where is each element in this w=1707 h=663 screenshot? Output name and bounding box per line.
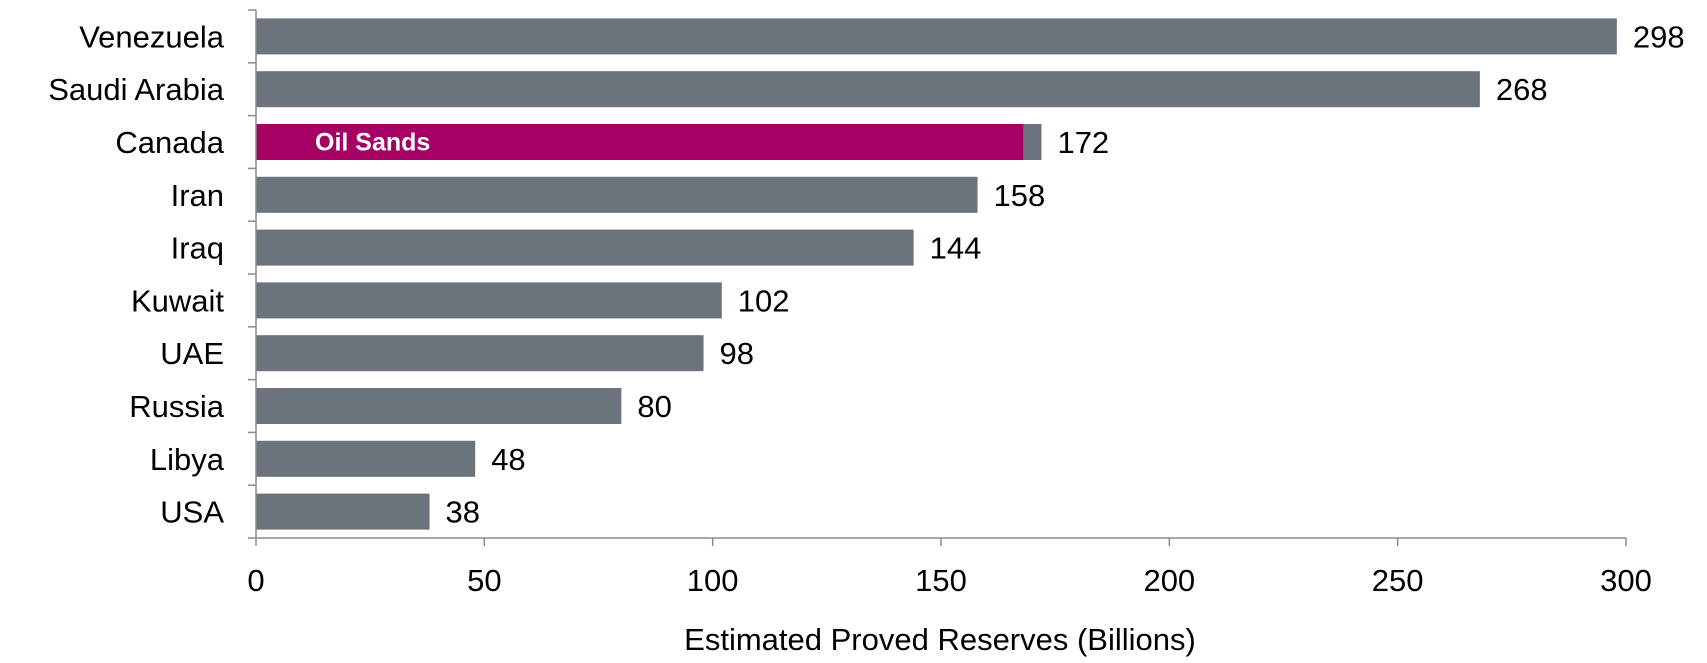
x-tick-label-250: 250: [1372, 563, 1424, 598]
x-axis-title: Estimated Proved Reserves (Billions): [684, 622, 1196, 657]
value-label-iraq: 144: [930, 231, 982, 266]
category-label-canada: Canada: [115, 125, 224, 160]
x-tick-label-50: 50: [467, 563, 501, 598]
value-label-canada: 172: [1057, 125, 1109, 160]
bar-saudi-arabia: [256, 71, 1480, 108]
labels-layer: Venezuela 298 Saudi Arabia 268 Oil Sands Cana…: [48, 19, 1684, 598]
value-label-usa: 38: [446, 495, 480, 530]
value-label-libya: 48: [491, 442, 525, 477]
bars-layer: [256, 18, 1617, 530]
x-tick-label-300: 300: [1600, 563, 1652, 598]
value-label-uae: 98: [720, 336, 754, 371]
bar-kuwait: [256, 282, 722, 319]
value-label-saudi-arabia: 268: [1496, 72, 1548, 107]
category-label-uae: UAE: [160, 336, 224, 371]
bar-venezuela: [256, 18, 1617, 55]
bar-highlight-oil-sands: [256, 124, 1024, 160]
bar-libya: [256, 440, 476, 477]
category-label-usa: USA: [160, 495, 224, 530]
highlight-label: Oil Sands: [315, 129, 430, 157]
x-tick-label-100: 100: [687, 563, 739, 598]
bar-iran: [256, 176, 978, 213]
category-label-russia: Russia: [129, 389, 225, 424]
category-label-kuwait: Kuwait: [131, 283, 224, 318]
bar-usa: [256, 493, 430, 530]
category-label-libya: Libya: [150, 442, 225, 477]
bar-russia: [256, 388, 622, 424]
bar-uae: [256, 335, 704, 372]
value-label-russia: 80: [637, 389, 671, 424]
category-label-iran: Iran: [171, 178, 224, 213]
bar-iraq: [256, 229, 914, 266]
x-tick-label-200: 200: [1143, 563, 1195, 598]
axes-layer: [248, 9, 1627, 546]
category-label-saudi-arabia: Saudi Arabia: [48, 72, 225, 107]
value-label-iran: 158: [994, 178, 1046, 213]
x-tick-label-0: 0: [247, 563, 264, 598]
value-label-venezuela: 298: [1633, 19, 1685, 54]
category-label-iraq: Iraq: [171, 231, 224, 266]
x-tick-label-150: 150: [915, 563, 967, 598]
value-label-kuwait: 102: [738, 283, 790, 318]
category-label-venezuela: Venezuela: [79, 19, 225, 54]
